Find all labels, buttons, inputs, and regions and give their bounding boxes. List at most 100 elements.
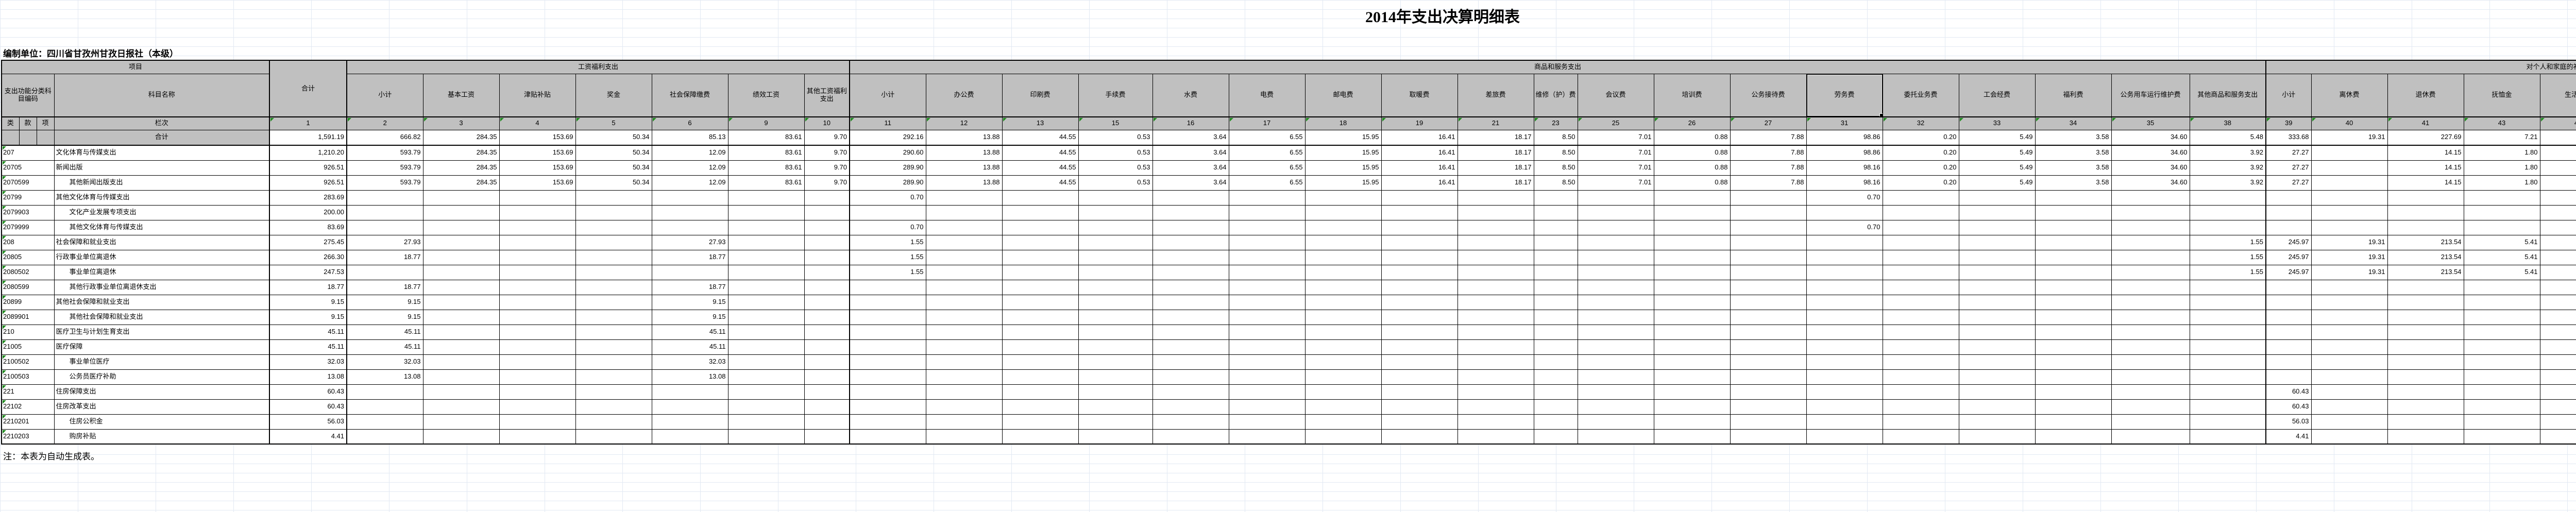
data-cell[interactable] — [1228, 294, 1306, 310]
data-cell[interactable] — [1806, 234, 1883, 250]
data-cell[interactable] — [804, 309, 850, 325]
data-cell[interactable] — [1958, 279, 2036, 295]
col-header[interactable]: 邮电费 — [1304, 73, 1382, 117]
data-cell[interactable]: 8.50 — [1533, 175, 1578, 191]
data-cell[interactable] — [1958, 339, 2036, 355]
data-cell[interactable] — [1882, 264, 1959, 280]
data-cell[interactable]: 56.03 — [2265, 414, 2312, 430]
data-cell[interactable] — [1806, 414, 1883, 430]
data-cell[interactable]: 926.51 — [269, 175, 347, 191]
data-cell[interactable] — [1533, 249, 1578, 265]
data-cell[interactable] — [804, 190, 850, 206]
data-cell[interactable] — [2035, 219, 2112, 235]
col-number[interactable]: 9 — [727, 116, 805, 130]
data-cell[interactable]: 45.11 — [651, 324, 728, 340]
data-cell[interactable]: 0.53 — [1078, 145, 1153, 161]
data-cell[interactable] — [2035, 384, 2112, 400]
data-cell[interactable]: 153.69 — [499, 175, 576, 191]
data-cell[interactable]: 245.97 — [2265, 264, 2312, 280]
data-cell[interactable] — [1653, 279, 1731, 295]
total-cell[interactable]: 7.21 — [2463, 129, 2540, 146]
data-cell[interactable] — [1653, 339, 1731, 355]
data-cell[interactable] — [849, 354, 926, 370]
data-cell[interactable]: 9.15 — [651, 294, 728, 310]
data-cell[interactable] — [1457, 204, 1534, 220]
data-cell[interactable] — [804, 249, 850, 265]
data-cell[interactable] — [1882, 294, 1959, 310]
data-cell[interactable] — [1381, 234, 1458, 250]
total-cell[interactable]: 1.93 — [2539, 129, 2576, 146]
data-cell[interactable] — [849, 399, 926, 415]
data-cell[interactable] — [1882, 309, 1959, 325]
data-cell[interactable]: 13.88 — [925, 160, 1003, 176]
data-cell[interactable]: 19.31 — [2311, 264, 2388, 280]
data-cell[interactable] — [1958, 324, 2036, 340]
data-cell[interactable]: 3.64 — [1152, 175, 1229, 191]
data-cell[interactable] — [2035, 429, 2112, 445]
row-code[interactable]: 2100502 — [1, 354, 55, 370]
row-code[interactable]: 2080502 — [1, 264, 55, 280]
data-cell[interactable] — [2035, 279, 2112, 295]
row-subject-name[interactable]: 文化体育与传媒支出 — [54, 145, 270, 161]
data-cell[interactable] — [575, 399, 652, 415]
data-cell[interactable] — [2539, 190, 2576, 206]
data-cell[interactable]: 14.15 — [2387, 175, 2464, 191]
data-cell[interactable] — [2539, 204, 2576, 220]
total-cell[interactable]: 7.01 — [1577, 129, 1654, 146]
data-cell[interactable] — [346, 399, 423, 415]
data-cell[interactable] — [804, 339, 850, 355]
data-cell[interactable] — [2111, 204, 2190, 220]
data-cell[interactable] — [2311, 399, 2388, 415]
data-cell[interactable] — [575, 219, 652, 235]
data-cell[interactable] — [422, 384, 500, 400]
col-header[interactable]: 公务接待费 — [1730, 73, 1807, 117]
data-cell[interactable]: 245.97 — [2265, 249, 2312, 265]
data-cell[interactable]: 16.41 — [1381, 175, 1458, 191]
data-cell[interactable]: 16.41 — [1381, 160, 1458, 176]
row-code[interactable]: 2079999 — [1, 219, 55, 235]
data-cell[interactable] — [1152, 369, 1229, 385]
data-cell[interactable] — [1882, 249, 1959, 265]
data-cell[interactable] — [499, 384, 576, 400]
data-cell[interactable] — [1002, 219, 1079, 235]
total-cell[interactable]: 13.88 — [925, 129, 1003, 146]
total-cell[interactable]: 83.61 — [727, 129, 805, 146]
col-number[interactable]: 25 — [1577, 116, 1654, 130]
data-cell[interactable] — [1806, 339, 1883, 355]
data-cell[interactable] — [1533, 264, 1578, 280]
code-lei-empty[interactable] — [1, 129, 20, 146]
data-cell[interactable] — [1730, 249, 1807, 265]
data-cell[interactable] — [1078, 309, 1153, 325]
row-code[interactable]: 20899 — [1, 294, 55, 310]
data-cell[interactable] — [1304, 219, 1382, 235]
col-header[interactable]: 维修（护）费 — [1533, 73, 1578, 117]
data-cell[interactable]: 18.77 — [346, 279, 423, 295]
data-cell[interactable] — [2035, 339, 2112, 355]
data-cell[interactable]: 247.53 — [269, 264, 347, 280]
data-cell[interactable] — [2189, 190, 2266, 206]
data-cell[interactable] — [2311, 145, 2388, 161]
data-cell[interactable] — [1577, 294, 1654, 310]
data-cell[interactable] — [1457, 339, 1534, 355]
data-cell[interactable] — [1533, 294, 1578, 310]
data-cell[interactable] — [2035, 369, 2112, 385]
data-cell[interactable] — [1381, 219, 1458, 235]
data-cell[interactable] — [849, 414, 926, 430]
data-cell[interactable] — [727, 429, 805, 445]
col-header[interactable]: 离休费 — [2311, 73, 2388, 117]
data-cell[interactable] — [925, 234, 1003, 250]
data-cell[interactable] — [1730, 399, 1807, 415]
data-cell[interactable] — [499, 190, 576, 206]
data-cell[interactable] — [804, 219, 850, 235]
expenditure-table[interactable]: 项目合计工资福利支出商品和服务支出对个人和家庭的补助其他资本性支出支出功能分类科… — [1, 60, 2576, 445]
data-cell[interactable] — [2539, 429, 2576, 445]
data-cell[interactable]: 593.79 — [346, 145, 423, 161]
data-cell[interactable] — [1457, 219, 1534, 235]
row-subject-name[interactable]: 文化产业发展专项支出 — [54, 204, 270, 220]
total-cell[interactable]: 44.55 — [1002, 129, 1079, 146]
data-cell[interactable] — [499, 309, 576, 325]
data-cell[interactable] — [1806, 384, 1883, 400]
total-cell[interactable]: 16.41 — [1381, 129, 1458, 146]
col-number[interactable]: 4 — [499, 116, 576, 130]
data-cell[interactable] — [2111, 414, 2190, 430]
